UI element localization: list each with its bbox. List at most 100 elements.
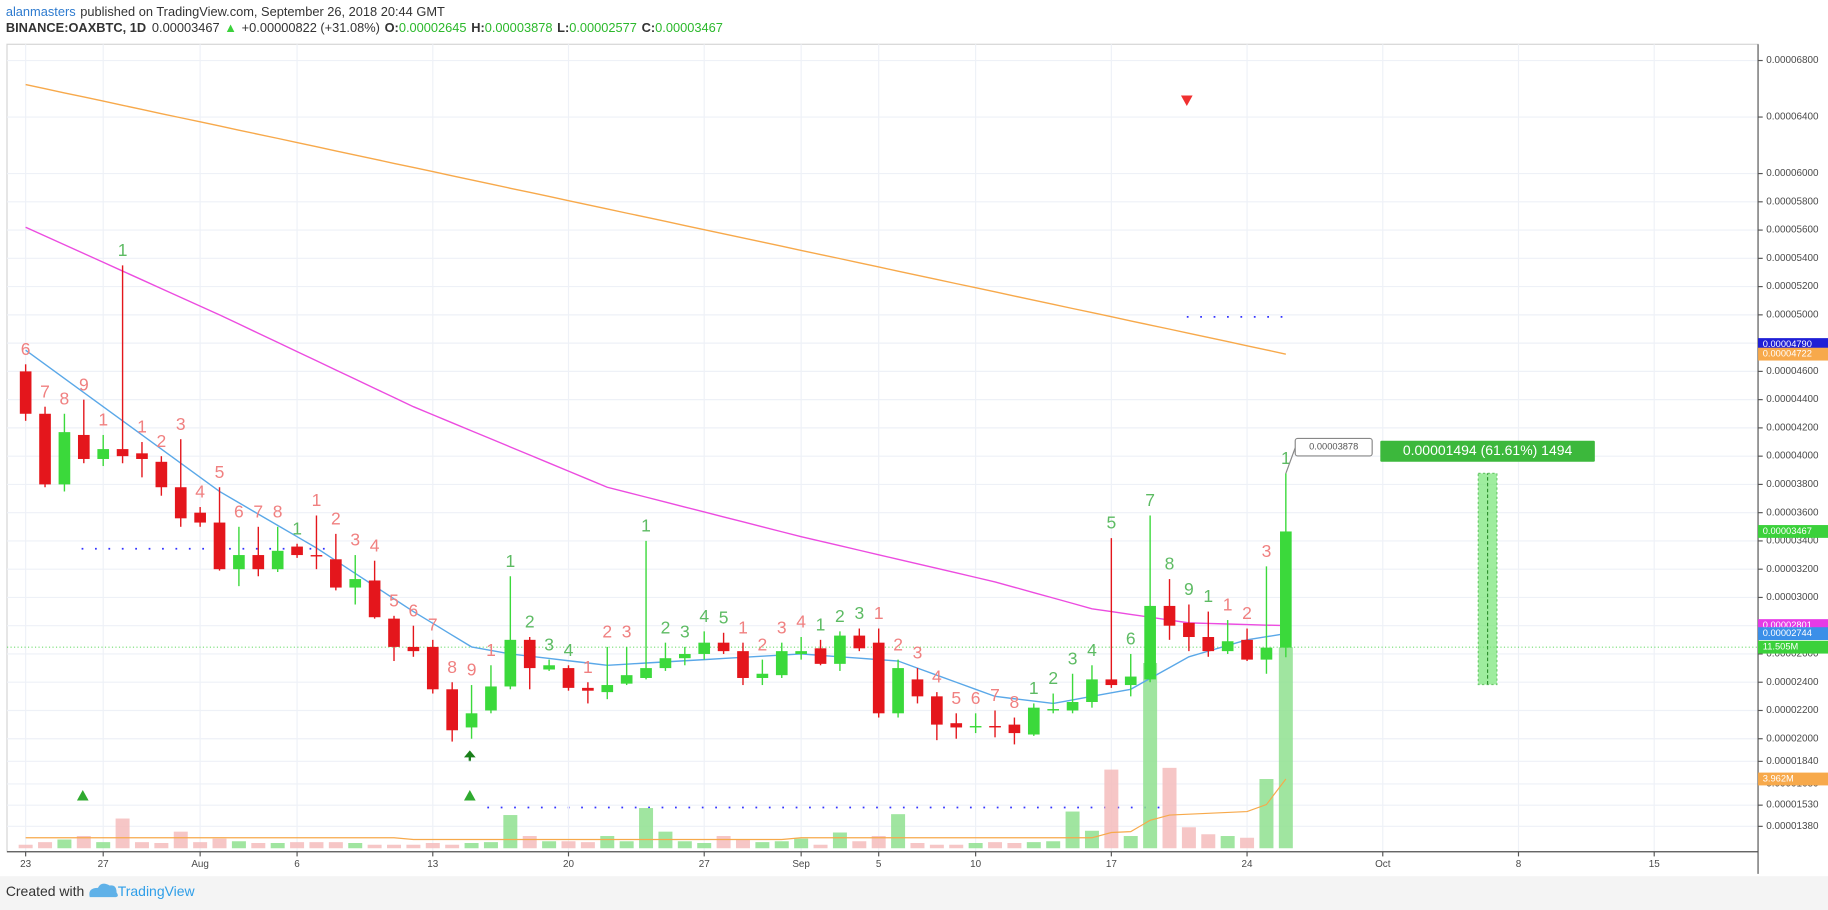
td-count: 3 [680,622,690,642]
callout-box [1294,437,1373,457]
td-count: 4 [1087,640,1097,660]
candle-body [39,413,51,485]
price-tag [1758,640,1828,654]
volume-bar [483,842,498,849]
td-count: 4 [195,482,205,502]
volume-bar [445,844,460,849]
candle-body [291,546,303,556]
x-tick-label: 27 [98,859,109,870]
logo[interactable] [89,883,118,898]
change: +0.00000822 (+31.08%) [242,21,380,36]
ohlc-value: 0.00003878 [485,21,553,36]
td-count: 2 [1242,603,1252,623]
volume-bar [1065,811,1080,849]
volume-bar [871,836,886,849]
candle-body [136,453,148,459]
price-tag-label: 0.00002801 [1763,620,1812,630]
td-count: 2 [835,606,845,626]
signal-triangle [463,789,476,801]
candle-body [116,449,129,457]
candle-body [388,618,400,647]
td-count: 1 [1203,586,1213,606]
y-tick-label: 0.00006400 [1766,112,1819,123]
td-count: 2 [602,622,612,642]
volume-bar [813,844,828,849]
y-tick-label: 0.00004400 [1766,394,1819,405]
header-line-1: alanmasters published on TradingView.com,… [6,4,445,19]
indicator-line [25,83,1286,355]
volume-bar [1240,837,1255,849]
price-tag [1758,772,1828,786]
candle-body [310,555,323,557]
candle-body [233,555,245,570]
td-count: 1 [118,240,128,260]
candle-body [213,522,226,570]
volume-bar [755,842,770,849]
candle-body [737,651,749,678]
published: published on TradingView.com, September … [80,4,445,19]
author[interactable]: alanmasters [6,4,76,19]
y-tick-label: 0.00002200 [1766,705,1819,716]
price-tag-label: 0.00002744 [1763,628,1812,638]
volume-bar [367,844,382,849]
y-tick-label: 0.00005800 [1766,196,1819,207]
footer-brand[interactable]: TradingView [118,883,196,899]
ohlc-value: 0.00002645 [399,21,467,36]
volume-bar [173,831,188,849]
candle-body [1144,605,1156,680]
signal-arrow [463,750,476,763]
volume-bar [716,836,731,849]
price-tag-label: 0.00003467 [1763,526,1812,536]
volume-bar [387,844,402,849]
td-count: 7 [40,381,50,401]
volume [6,646,1759,849]
ohlc-key: O: [385,21,399,36]
callout-line [1285,447,1296,474]
measure-label-box [1380,440,1595,462]
td-count: 1 [641,516,651,536]
candle-body [349,579,362,588]
volume-bar [76,836,91,849]
volume-bar [1181,827,1196,849]
td-count: 4 [796,612,806,632]
td-count: 3 [176,414,186,434]
volume-bar [193,842,208,849]
candle-body [368,580,381,618]
change-arrow: ▲ [224,21,237,36]
candle-body [659,658,672,669]
candle-body [1241,639,1253,660]
price-tag-label: 11.505M [1763,642,1799,652]
y-tick-label: 0.00001380 [1766,821,1819,832]
volume-bar [464,843,479,849]
volume-bar [251,843,266,849]
candle-body [582,687,594,691]
x-tick-label: Oct [1375,859,1391,870]
candle-body [1221,641,1234,652]
volume-bar [677,841,692,849]
td-count: 9 [79,374,89,394]
volume-bar [425,843,440,849]
candle-body [330,559,342,588]
volume-bar [968,843,983,849]
volume-bar [1259,778,1274,849]
header-line-2: BINANCE:OAXBTC, 1D 0.00003467 ▲ +0.00000822… [6,21,723,36]
candle-body [1124,676,1137,686]
candle-body [931,696,943,725]
price-tag [1758,525,1828,538]
candle-body [97,449,110,459]
x-tick-label: 8 [1516,859,1522,870]
candle-body [950,723,963,728]
x-tick-label: 6 [294,859,300,870]
td-count: 1 [98,410,108,430]
td-count: 5 [215,462,225,482]
volume-bar [600,836,615,849]
candle-body [504,639,517,687]
td-count: 6 [409,600,419,620]
volume-bar [115,818,130,849]
volume-bar [774,841,789,849]
volume-bar [891,814,906,849]
td-count: 4 [564,640,574,660]
volume-bar [328,842,343,849]
indicator-line [25,226,1286,627]
